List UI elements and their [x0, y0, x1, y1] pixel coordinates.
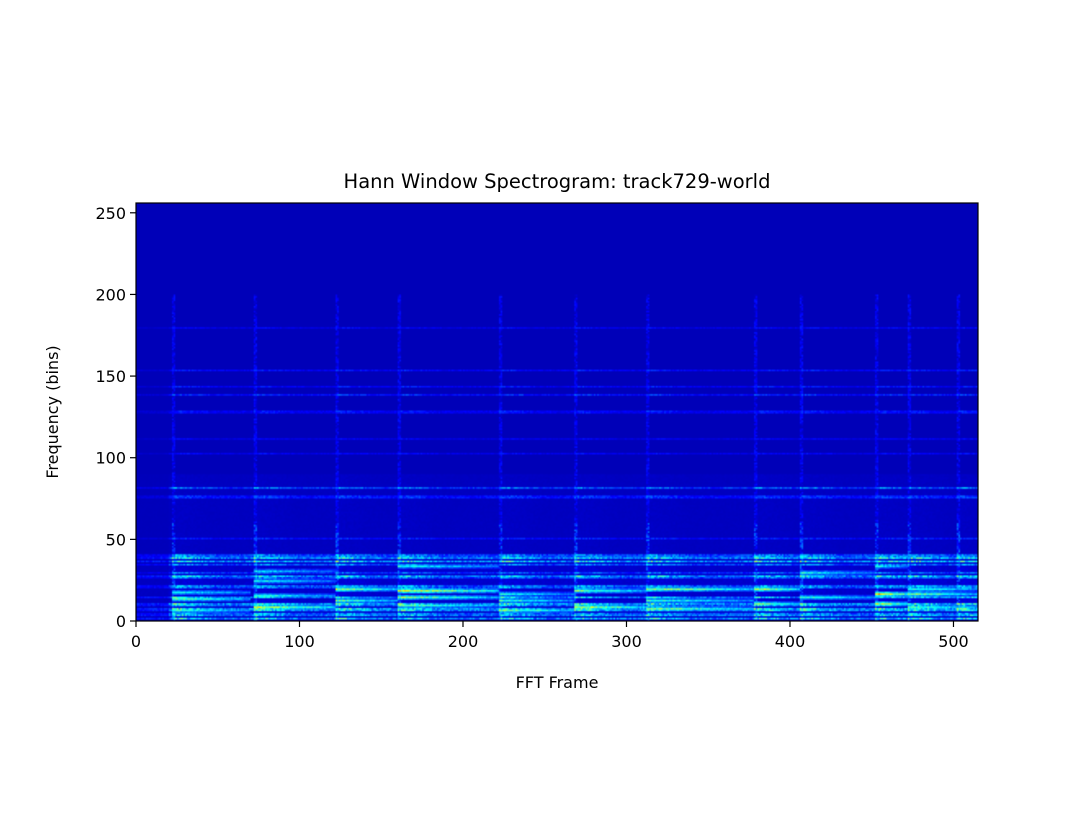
x-tick-label: 500: [938, 632, 969, 651]
y-tick-label: 0: [116, 612, 126, 631]
plot-area: [135, 202, 979, 622]
y-tick-label: 200: [95, 285, 126, 304]
spectrogram-heatmap: [136, 203, 978, 621]
chart-title: Hann Window Spectrogram: track729-world: [344, 170, 771, 193]
x-axis-label: FFT Frame: [516, 673, 599, 692]
y-tick-label: 50: [106, 530, 126, 549]
x-tick-label: 400: [775, 632, 806, 651]
x-tick-label: 300: [611, 632, 642, 651]
y-tick-label: 250: [95, 204, 126, 223]
y-axis-label: Frequency (bins): [43, 345, 62, 478]
y-tick-label: 100: [95, 449, 126, 468]
x-tick-label: 0: [131, 632, 141, 651]
plot-frame: [135, 202, 979, 622]
y-axis-ticks: 0 50 100 150 200 250: [95, 204, 136, 631]
x-tick-label: 100: [284, 632, 315, 651]
x-tick-label: 200: [448, 632, 479, 651]
y-tick-label: 150: [95, 367, 126, 386]
x-axis-ticks: 0 100 200 300 400 500: [131, 621, 969, 651]
